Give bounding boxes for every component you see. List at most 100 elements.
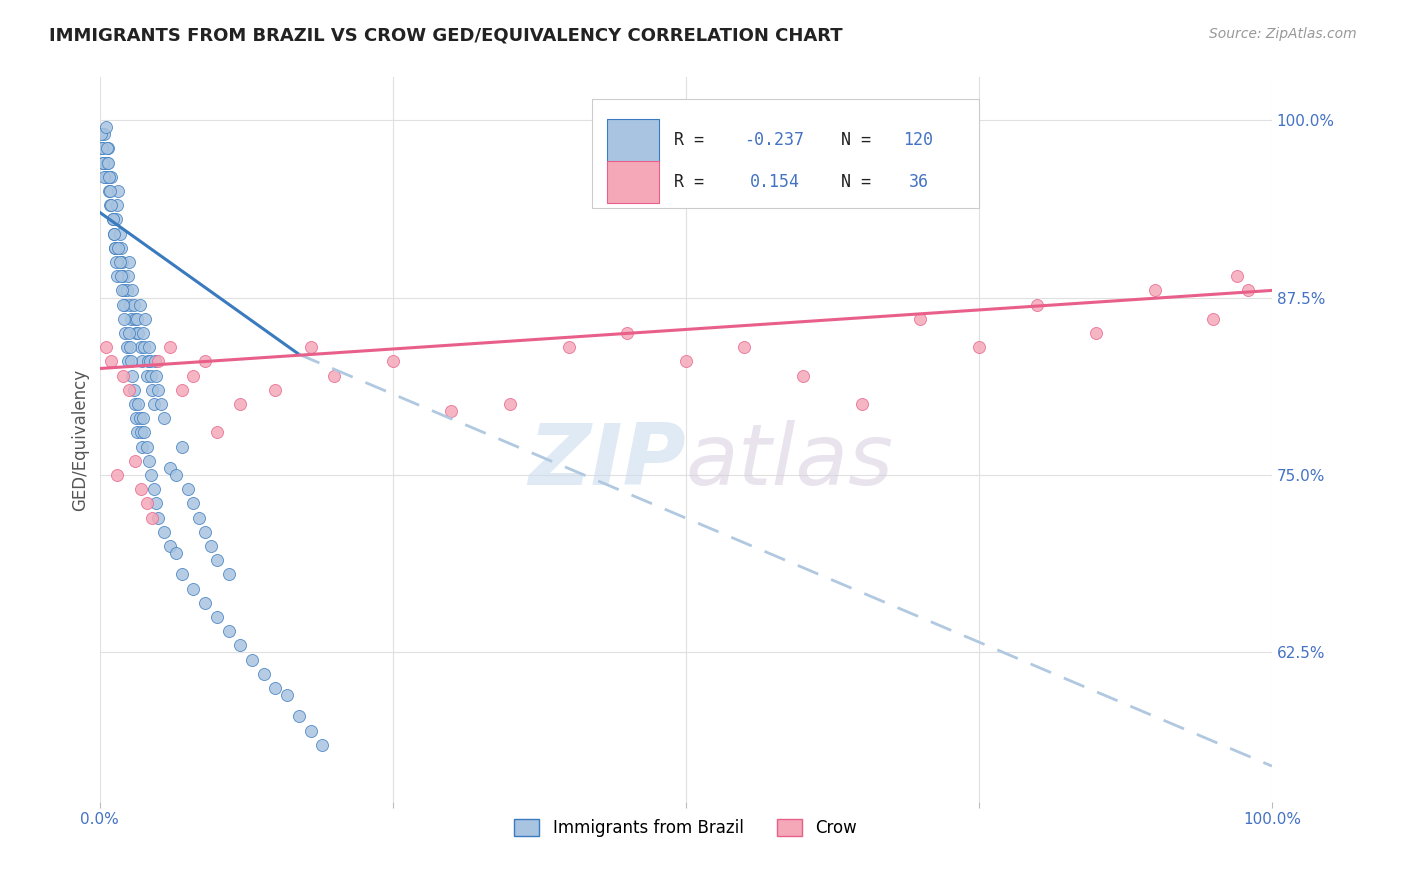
Point bbox=[120, 298, 142, 312]
Point bbox=[299, 723, 322, 738]
Point bbox=[93, 127, 115, 141]
Point bbox=[276, 688, 298, 702]
Point bbox=[616, 326, 638, 340]
Point bbox=[141, 468, 163, 483]
Point bbox=[733, 340, 755, 354]
Point bbox=[288, 709, 311, 723]
Point bbox=[240, 652, 263, 666]
Point bbox=[105, 468, 128, 483]
Point bbox=[112, 284, 135, 298]
Point bbox=[104, 241, 127, 255]
Point bbox=[115, 284, 138, 298]
Point bbox=[1085, 326, 1108, 340]
Point bbox=[135, 440, 157, 454]
Point bbox=[218, 624, 240, 639]
Point bbox=[117, 269, 139, 284]
Text: R =: R = bbox=[673, 131, 714, 150]
Point bbox=[100, 354, 122, 368]
Point bbox=[967, 340, 990, 354]
Point bbox=[132, 326, 155, 340]
Point bbox=[91, 141, 114, 155]
Point bbox=[120, 340, 142, 354]
Point bbox=[110, 241, 132, 255]
Text: Source: ZipAtlas.com: Source: ZipAtlas.com bbox=[1209, 27, 1357, 41]
Point bbox=[153, 411, 176, 425]
Point bbox=[117, 354, 139, 368]
Point bbox=[129, 340, 152, 354]
Point bbox=[112, 368, 135, 383]
Point bbox=[194, 354, 217, 368]
Point bbox=[170, 440, 193, 454]
Point bbox=[96, 141, 118, 155]
Point bbox=[183, 368, 205, 383]
Point bbox=[93, 169, 115, 184]
Point bbox=[148, 383, 170, 397]
Point bbox=[131, 440, 153, 454]
Point bbox=[127, 397, 149, 411]
Point bbox=[120, 354, 142, 368]
Point bbox=[111, 255, 134, 269]
Text: ZIP: ZIP bbox=[529, 420, 686, 503]
Point bbox=[136, 354, 159, 368]
Text: atlas: atlas bbox=[686, 420, 894, 503]
Point bbox=[139, 354, 162, 368]
Point bbox=[1143, 284, 1166, 298]
Point bbox=[105, 212, 128, 227]
Point bbox=[107, 184, 129, 198]
Point bbox=[1202, 311, 1225, 326]
Point bbox=[323, 368, 346, 383]
Point bbox=[128, 411, 150, 425]
Point bbox=[142, 482, 165, 496]
Text: 120: 120 bbox=[903, 131, 932, 150]
Point bbox=[90, 127, 112, 141]
Point bbox=[124, 397, 146, 411]
Point bbox=[129, 482, 152, 496]
Point bbox=[103, 227, 125, 241]
Point bbox=[149, 397, 172, 411]
Point bbox=[100, 169, 122, 184]
Point bbox=[114, 298, 136, 312]
Point bbox=[101, 212, 124, 227]
Point bbox=[108, 255, 131, 269]
Point bbox=[98, 169, 121, 184]
Point bbox=[165, 546, 187, 560]
Point bbox=[98, 198, 121, 212]
FancyBboxPatch shape bbox=[592, 99, 979, 208]
Point bbox=[264, 681, 287, 695]
Point bbox=[118, 255, 141, 269]
Text: N =: N = bbox=[821, 131, 880, 150]
Point bbox=[218, 567, 240, 582]
Point bbox=[107, 241, 129, 255]
Point bbox=[141, 510, 163, 524]
Point bbox=[205, 425, 228, 440]
Text: N =: N = bbox=[821, 173, 890, 192]
Point bbox=[159, 539, 181, 553]
Point bbox=[132, 411, 155, 425]
Point bbox=[94, 340, 117, 354]
Point bbox=[112, 269, 135, 284]
Point bbox=[1237, 284, 1260, 298]
Point bbox=[134, 340, 156, 354]
Text: 36: 36 bbox=[908, 173, 928, 192]
Point bbox=[194, 596, 217, 610]
Point bbox=[120, 311, 142, 326]
Point bbox=[183, 496, 205, 510]
Point bbox=[264, 383, 287, 397]
Point bbox=[118, 383, 141, 397]
Point bbox=[108, 227, 131, 241]
Point bbox=[91, 141, 114, 155]
Y-axis label: GED/Equivalency: GED/Equivalency bbox=[72, 368, 89, 510]
Point bbox=[96, 155, 118, 169]
Point bbox=[311, 738, 333, 752]
Text: R =: R = bbox=[673, 173, 724, 192]
Point bbox=[100, 198, 122, 212]
Point bbox=[675, 354, 697, 368]
Point bbox=[127, 326, 149, 340]
Point bbox=[131, 354, 153, 368]
Point bbox=[115, 340, 138, 354]
Point bbox=[499, 397, 522, 411]
Point bbox=[165, 468, 187, 483]
FancyBboxPatch shape bbox=[607, 161, 659, 203]
Point bbox=[557, 340, 579, 354]
Point bbox=[205, 553, 228, 567]
